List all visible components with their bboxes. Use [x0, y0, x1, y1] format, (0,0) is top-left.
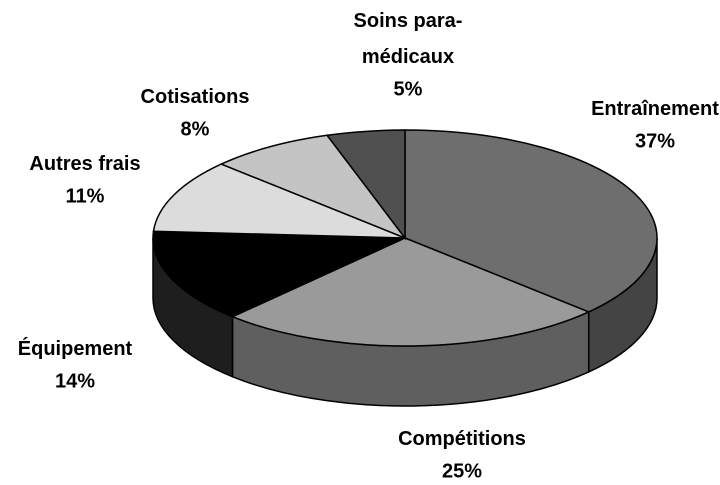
value-label: 11%: [66, 185, 105, 207]
value-label: 8%: [181, 118, 210, 140]
pie-slice: [152, 230, 406, 318]
value-label: 14%: [55, 370, 95, 392]
slice-label: Entraînement: [591, 98, 719, 120]
slice-label: Autres frais: [29, 153, 140, 175]
pie-slice: [325, 129, 406, 241]
pie-slice: [230, 237, 591, 347]
label-line: Équipement: [18, 337, 133, 360]
slice-label: Compétitions: [398, 428, 526, 450]
pie-slice: [219, 134, 408, 240]
value-label: 25%: [442, 460, 482, 482]
label-line: Cotisations: [141, 86, 250, 108]
value-label: 5%: [394, 78, 423, 100]
label-line: médicaux: [362, 46, 454, 68]
label-line: Entraînement: [591, 98, 719, 120]
slice-label: Équipement: [18, 337, 133, 360]
pie-slice: [404, 129, 658, 313]
slice-label: Cotisations: [141, 86, 250, 108]
value-label: 37%: [635, 130, 675, 152]
pie-tops: [152, 129, 658, 347]
slice-label: Soins para-médicaux: [354, 10, 463, 68]
label-line: Compétitions: [398, 428, 526, 450]
label-line: Autres frais: [29, 153, 140, 175]
label-line: Soins para-: [354, 10, 463, 32]
pie-slice: [152, 163, 406, 239]
